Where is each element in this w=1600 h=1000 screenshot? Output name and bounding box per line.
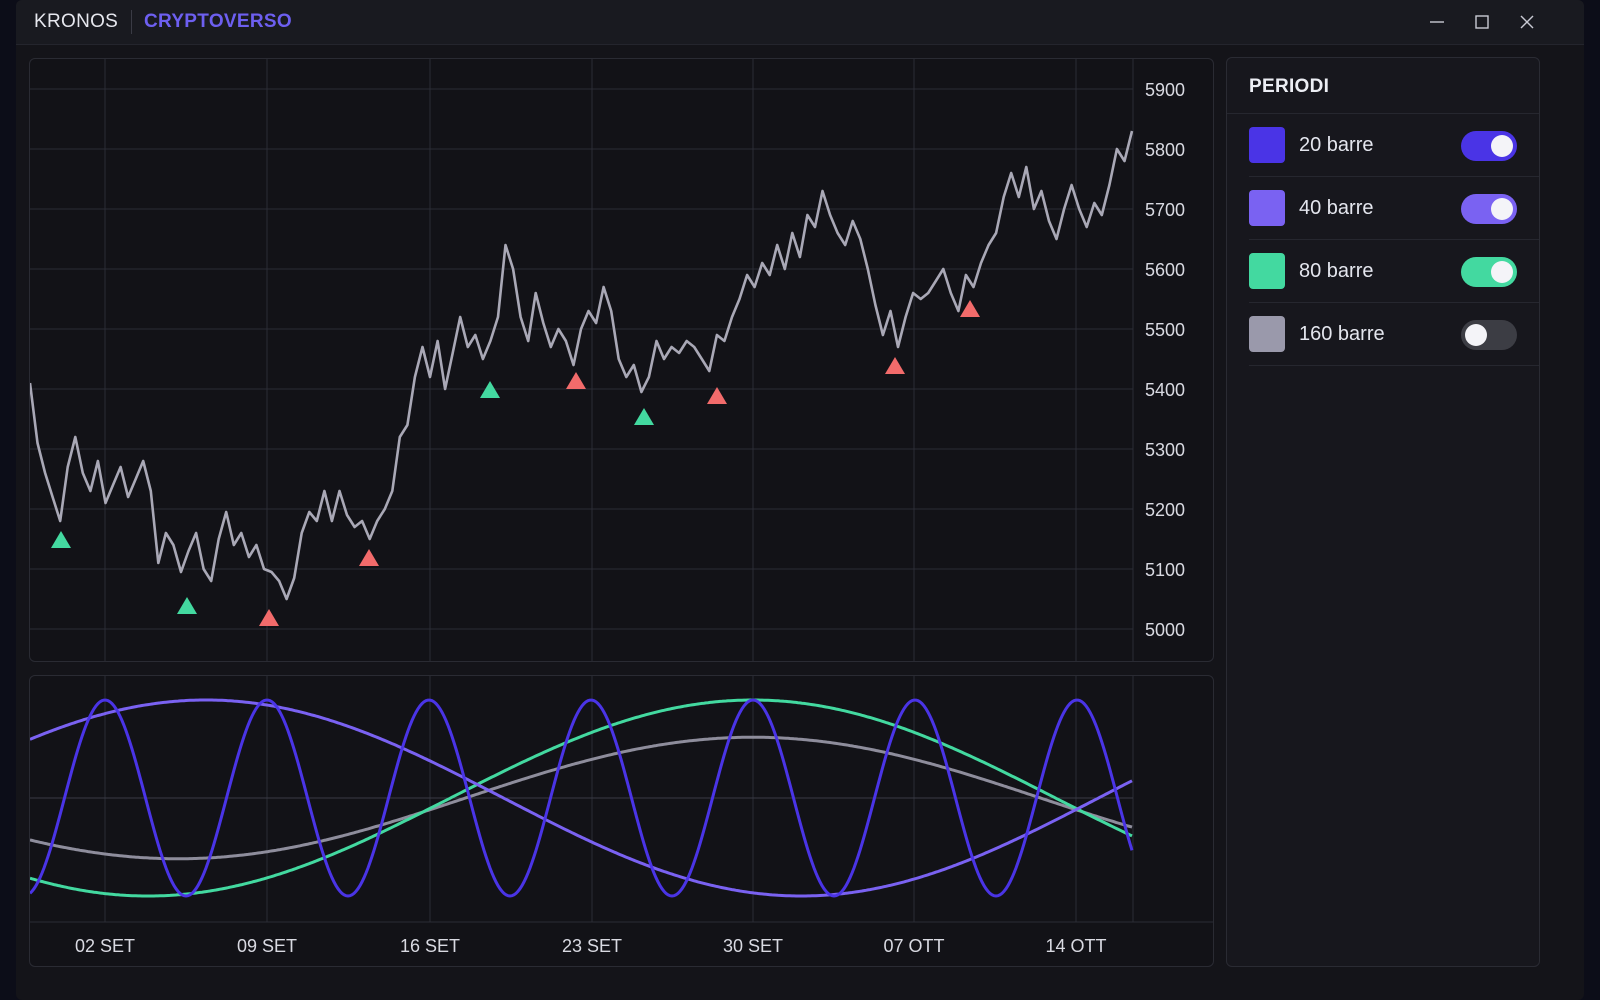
color-swatch[interactable] [1249,127,1285,163]
periods-sidebar: PERIODI 20 barre 40 barre 80 barre 160 b… [1226,57,1540,967]
close-icon [1520,15,1534,29]
signal-marker [566,372,586,389]
period-label: 40 barre [1299,197,1374,219]
maximize-icon [1475,15,1489,29]
signal-marker [480,381,500,398]
toggle-20-barre[interactable] [1461,131,1517,161]
y-tick-label: 5700 [1145,200,1185,220]
price-line [28,130,1134,601]
y-tick-label: 5800 [1145,140,1185,160]
x-tick-label: 30 SET [723,936,783,956]
period-label: 160 barre [1299,323,1385,345]
signal-marker [259,609,279,626]
cycle-line [29,698,1133,898]
color-swatch[interactable] [1249,190,1285,226]
cycle-chart[interactable]: 02 SET 09 SET 16 SET 23 SET 30 SET 07 OTT 14 O… [28,676,1213,966]
toggle-knob [1491,135,1513,157]
y-tick-label: 5500 [1145,320,1185,340]
close-button[interactable] [1512,8,1542,36]
x-tick-label: 09 SET [237,936,297,956]
period-row-20[interactable]: 20 barre [1249,114,1539,177]
maximize-button[interactable] [1467,8,1497,36]
y-tick-label: 5400 [1145,380,1185,400]
price-chart-panel[interactable]: 5000 5100 5200 5300 5400 5500 5600 5700 5800 5900 [28,58,1214,662]
sidebar-title: PERIODI [1249,76,1330,97]
toggle-knob [1465,324,1487,346]
period-row-40[interactable]: 40 barre [1249,177,1539,240]
period-label: 20 barre [1299,134,1374,156]
cycle-chart-panel[interactable]: 02 SET 09 SET 16 SET 23 SET 30 SET 07 OTT 14 O… [28,675,1214,967]
y-tick-label: 5900 [1145,80,1185,100]
toggle-40-barre[interactable] [1461,194,1517,224]
price-chart[interactable]: 5000 5100 5200 5300 5400 5500 5600 5700 5800 5900 [28,59,1213,661]
signal-marker [177,597,197,614]
x-tick-label: 23 SET [562,936,622,956]
x-tick-label: 07 OTT [883,936,944,956]
workspace-name[interactable]: CRYPTOVERSO [144,11,292,32]
y-tick-label: 5300 [1145,440,1185,460]
signal-marker [960,300,980,317]
period-label: 80 barre [1299,260,1374,282]
toggle-knob [1491,198,1513,220]
x-tick-label: 02 SET [75,936,135,956]
minimize-icon [1430,21,1444,23]
color-swatch[interactable] [1249,316,1285,352]
signal-marker [359,549,379,566]
minimize-button[interactable] [1422,8,1452,36]
x-tick-label: 16 SET [400,936,460,956]
titlebar: KRONOS CRYPTOVERSO [16,0,1584,45]
divider [1227,113,1539,114]
cycle-line [28,698,1134,898]
y-tick-label: 5100 [1145,560,1185,580]
title-separator [131,10,132,34]
signal-marker [707,387,727,404]
signal-marker [634,408,654,425]
signal-marker [51,531,71,548]
cycle-line [29,698,1133,898]
y-tick-label: 5000 [1145,620,1185,640]
toggle-80-barre[interactable] [1461,257,1517,287]
signal-marker [885,357,905,374]
y-tick-label: 5600 [1145,260,1185,280]
period-row-80[interactable]: 80 barre [1249,240,1539,303]
app-name: KRONOS [34,11,119,32]
color-swatch[interactable] [1249,253,1285,289]
y-tick-label: 5200 [1145,500,1185,520]
toggle-knob [1491,261,1513,283]
toggle-160-barre[interactable] [1461,320,1517,350]
period-row-160[interactable]: 160 barre [1249,303,1539,366]
x-tick-label: 14 OTT [1045,936,1106,956]
app-window: KRONOS CRYPTOVERSO 5000 5100 5200 5300 5400 5… [16,0,1584,1000]
